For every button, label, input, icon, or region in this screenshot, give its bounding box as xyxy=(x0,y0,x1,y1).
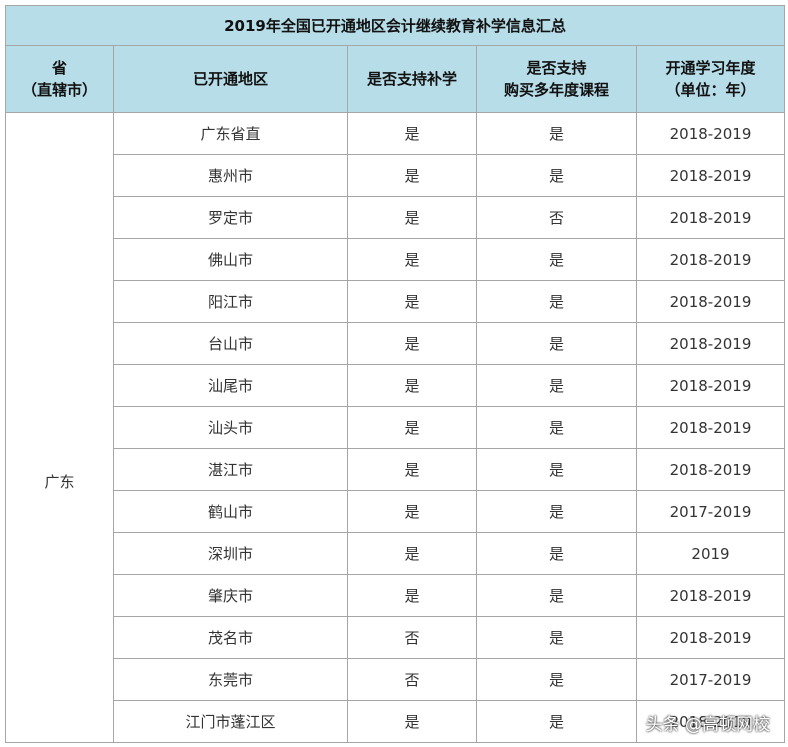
province-cell: 广东 xyxy=(5,112,114,743)
cell: 2018-2019 xyxy=(635,406,786,449)
cell: 2018-2019 xyxy=(635,364,786,407)
table-row: 罗定市是否 2018-2019 xyxy=(6,196,786,239)
cell: 2018-2019 xyxy=(635,280,786,323)
header-line: 是否支持补学 xyxy=(366,70,457,88)
cell: 是 xyxy=(347,154,477,197)
table-row: 惠州市是是 2018-2019 xyxy=(6,154,786,197)
cell: 是 xyxy=(347,364,477,407)
cell: 东莞市 xyxy=(113,658,348,701)
cell: 是 xyxy=(476,700,637,743)
cell: 是 xyxy=(476,532,637,575)
watermark: 头条 @高顿网校 xyxy=(645,715,770,735)
cell: 2019 xyxy=(635,532,786,575)
table-row: 汕头市是是 2018-2019 xyxy=(6,406,786,449)
cell: 2018-2019 xyxy=(635,112,786,155)
cell: 佛山市 xyxy=(113,238,348,281)
cell: 是 xyxy=(476,364,637,407)
cell: 是 xyxy=(347,112,477,155)
cell: 是 xyxy=(347,490,477,533)
cell: 2018-2019 xyxy=(635,196,786,239)
table-row: 台山市是是 2018-2019 xyxy=(6,322,786,365)
header-line: （单位：年） xyxy=(665,81,756,99)
cell: 否 xyxy=(347,658,477,701)
cell: 惠州市 xyxy=(113,154,348,197)
table-row: 茂名市否是 2018-2019 xyxy=(6,616,786,659)
header-cell: 是否支持补学 xyxy=(347,45,477,113)
cell: 阳江市 xyxy=(113,280,348,323)
cell: 是 xyxy=(347,532,477,575)
table-row: 广东 广东省直是是 2018-2019 xyxy=(5,112,786,743)
cell: 是 xyxy=(476,574,637,617)
cell: 是 xyxy=(476,322,637,365)
cell: 是 xyxy=(476,112,637,155)
cell: 是 xyxy=(476,238,637,281)
cell: 汕头市 xyxy=(113,406,348,449)
cell: 是 xyxy=(347,322,477,365)
cell: 深圳市 xyxy=(113,532,348,575)
cell: 鹤山市 xyxy=(113,490,348,533)
cell: 是 xyxy=(347,406,477,449)
header-row: 省 （直辖市） 已开通地区 是否支持补学 是否支持购买多年度课程 开通学习年度 （单位：年） xyxy=(5,45,786,113)
table-row: 肇庆市是是 2018-2019 xyxy=(6,574,786,617)
cell: 是 xyxy=(347,700,477,743)
cell: 是 xyxy=(347,448,477,491)
cell: 肇庆市 xyxy=(113,574,348,617)
table-wrap: 2019年全国已开通地区会计继续教育补学信息汇总 省 （直辖市） 已开通地区 是否支持… xyxy=(4,5,786,743)
cell: 广东省直 xyxy=(113,112,348,155)
cell: 2018-2019 xyxy=(635,574,786,617)
cell: 台山市 xyxy=(113,322,348,365)
cell: 2017-2019 xyxy=(635,658,786,701)
cell: 2018-2019 xyxy=(635,616,786,659)
cell: 茂名市 xyxy=(113,616,348,659)
cell: 是 xyxy=(347,280,477,323)
header-line: 省 xyxy=(51,59,67,77)
table-title: 2019年全国已开通地区会计继续教育补学信息汇总 xyxy=(4,5,786,46)
cell: 2018-2019 xyxy=(635,238,786,281)
cell: 是 xyxy=(476,448,637,491)
cell: 是 xyxy=(476,406,637,449)
cell: 江门市蓬江区 xyxy=(113,700,348,743)
table-row: 阳江市是是 2018-2019 xyxy=(6,280,786,323)
cell: 2018-2019 xyxy=(635,322,786,365)
cell: 是 xyxy=(347,196,477,239)
cell: 是 xyxy=(347,238,477,281)
cell: 罗定市 xyxy=(113,196,348,239)
table-row: 鹤山市是是 2017-2019 xyxy=(6,490,786,533)
cell: 2018-2019 xyxy=(635,700,786,743)
cell: 是 xyxy=(476,490,637,533)
table-row: 深圳市是是 2019 xyxy=(6,532,786,575)
header-cell: 是否支持购买多年度课程 xyxy=(476,45,637,113)
header-line: （直辖市） xyxy=(21,81,97,99)
cell: 是 xyxy=(476,658,637,701)
header-line: 购买多年度课程 xyxy=(503,81,609,99)
cell: 2018-2019 xyxy=(635,154,786,197)
cell: 是 xyxy=(476,616,637,659)
cell: 否 xyxy=(347,616,477,659)
header-line: 已开通地区 xyxy=(192,70,268,88)
header-cell: 已开通地区 xyxy=(113,45,348,113)
table-row: 江门市蓬江区是是 2018-2019 xyxy=(6,700,786,743)
header-cell: 省 （直辖市） xyxy=(5,45,114,113)
header-line: 是否支持 xyxy=(526,59,587,77)
cell: 2017-2019 xyxy=(635,490,786,533)
header-cell: 开通学习年度 （单位：年） xyxy=(635,45,786,113)
cell: 2018-2019 xyxy=(635,448,786,491)
header-line: 开通学习年度 xyxy=(665,59,756,77)
cell: 是 xyxy=(347,574,477,617)
cell: 是 xyxy=(476,154,637,197)
table-row: 汕尾市是是 2018-2019 xyxy=(6,364,786,407)
cell: 否 xyxy=(476,196,637,239)
table-row: 佛山市是是 2018-2019 xyxy=(6,238,786,281)
cell: 湛江市 xyxy=(113,448,348,491)
table: 2019年全国已开通地区会计继续教育补学信息汇总 省 （直辖市） 已开通地区 是否支持… xyxy=(4,5,786,743)
table-row: 湛江市是是 2018-2019 xyxy=(6,448,786,491)
cell: 汕尾市 xyxy=(113,364,348,407)
table-row: 东莞市否是 2017-2019 xyxy=(6,658,786,701)
cell: 是 xyxy=(476,280,637,323)
